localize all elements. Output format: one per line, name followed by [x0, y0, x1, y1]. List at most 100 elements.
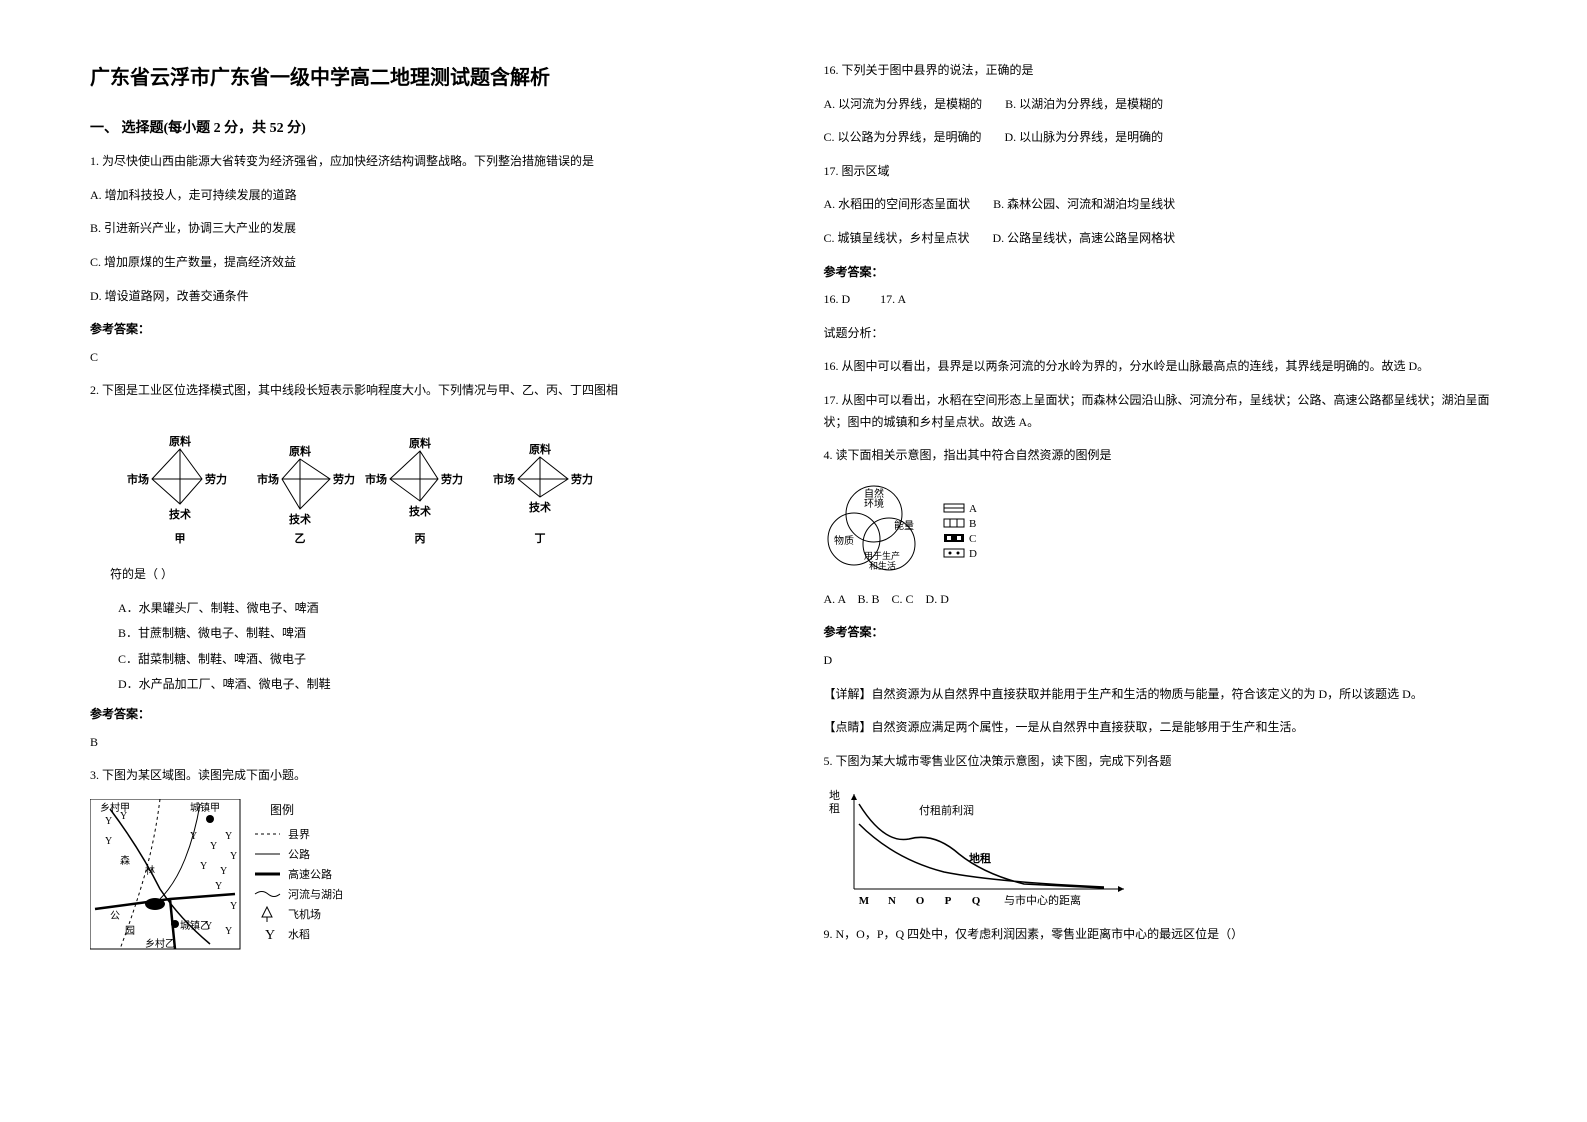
ans1617-line: 16. D 17. A	[824, 289, 1498, 311]
svg-text:劳力: 劳力	[205, 472, 227, 486]
town-b-dot	[171, 920, 179, 928]
q3-map-svg: YYYYYYYYYYYYY 乡村甲 城镇甲 森 林 公 园 城镇乙 乡村乙 图例…	[90, 799, 390, 969]
legend-airport-icon	[262, 907, 272, 922]
svg-text:技术: 技术	[289, 512, 311, 526]
q2-tail: 符的是（ ）	[110, 564, 764, 586]
q17-optB: B. 森林公园、河流和湖泊均呈线状	[993, 197, 1175, 211]
svg-text:甲: 甲	[175, 532, 186, 545]
q2-diamonds-svg: 原料劳力技术市场甲原料劳力技术市场乙原料劳力技术市场丙原料劳力技术市场丁	[90, 414, 610, 554]
park2-label: 园	[125, 925, 135, 937]
left-column: 广东省云浮市广东省一级中学高二地理测试题含解析 一、 选择题(每小题 2 分，共…	[90, 60, 764, 1062]
river-line	[160, 804, 200, 899]
map-border	[90, 799, 240, 949]
venn-bot-t2: 和生活	[869, 560, 896, 571]
legend-rice-icon: Y	[265, 928, 275, 943]
curve1-label: 付租前利润	[919, 803, 974, 817]
rice-icon: Y	[105, 816, 112, 827]
page-title: 广东省云浮市广东省一级中学高二地理测试题含解析	[90, 60, 764, 96]
profit-curve	[859, 804, 1104, 888]
rice-icon: Y	[210, 841, 217, 852]
xtick-N: N	[888, 895, 896, 907]
q16-optC: C. 以公路为分界线，是明确的	[824, 130, 982, 144]
svg-text:原料: 原料	[409, 436, 431, 450]
legend-river-icon	[255, 891, 280, 896]
legend-rice: 水稻	[288, 928, 310, 941]
park-label: 公	[110, 911, 120, 922]
forest2-label: 林	[145, 864, 155, 877]
q5-stem: 5. 下图为某大城市零售业区位决策示意图，读下图，完成下列各题	[824, 751, 1498, 773]
q2-optA: A．水果罐头厂、制鞋、微电子、啤酒	[118, 598, 764, 620]
q4-answer-label: 参考答案：	[824, 622, 1498, 644]
q17-row1: A. 水稻田的空间形态呈面状 B. 森林公园、河流和湖泊均呈线状	[824, 194, 1498, 216]
q16-optB: B. 以湖泊为分界线，是模糊的	[1005, 97, 1163, 111]
village-a-label: 乡村甲	[100, 801, 130, 814]
q5-xticks: MNOPQ	[858, 895, 980, 907]
diamond-甲	[152, 449, 202, 504]
svg-text:劳力: 劳力	[333, 472, 355, 486]
q16-optD: D. 以山脉为分界线，是明确的	[1005, 130, 1164, 144]
q4-legend: A B C D	[944, 503, 977, 560]
ans1617-sub: 试题分析：	[824, 323, 1498, 345]
q1-stem: 1. 为尽快使山西由能源大省转变为经济强省，应加快经济结构调整战略。下列整治措施…	[90, 151, 764, 173]
q1-optB: B. 引进新兴产业，协调三大产业的发展	[90, 218, 764, 240]
y-arrow-icon	[851, 794, 857, 800]
q4-opts: A. A B. B C. C D. D	[824, 589, 1498, 611]
q2-figure: 原料劳力技术市场甲原料劳力技术市场乙原料劳力技术市场丙原料劳力技术市场丁	[90, 414, 764, 554]
rice-icon: Y	[230, 901, 237, 912]
svg-text:劳力: 劳力	[441, 472, 463, 486]
ylabel1: 地	[829, 789, 840, 802]
q4-lg-B: B	[969, 518, 976, 530]
section-heading: 一、 选择题(每小题 2 分，共 52 分)	[90, 116, 764, 141]
xtick-Q: Q	[971, 895, 980, 907]
legend-road: 公路	[288, 848, 310, 861]
q3-figure: YYYYYYYYYYYYY 乡村甲 城镇甲 森 林 公 园 城镇乙 乡村乙 图例…	[90, 799, 764, 969]
venn-c1-t2: 环境	[864, 497, 884, 510]
q16-row2: C. 以公路为分界线，是明确的 D. 以山脉为分界线，是明确的	[824, 127, 1498, 149]
rice-icon: Y	[225, 926, 232, 937]
xtick-P: P	[944, 895, 951, 907]
svg-text:丙: 丙	[415, 532, 426, 545]
svg-text:原料: 原料	[289, 444, 311, 458]
legend-county: 县界	[288, 828, 310, 841]
diamond-乙	[282, 459, 330, 509]
svg-text:市场: 市场	[127, 472, 149, 486]
q1-optD: D. 增设道路网，改善交通条件	[90, 286, 764, 308]
x-arrow-icon	[1118, 886, 1124, 892]
svg-text:原料: 原料	[529, 442, 551, 456]
q1-optA: A. 增加科技投人，走可持续发展的道路	[90, 185, 764, 207]
q4-tip: 【点睛】自然资源应满足两个属性，一是从自然界中直接获取，二是能够用于生产和生活。	[824, 717, 1498, 739]
legend-title: 图例	[270, 803, 294, 817]
legend-highway: 高速公路	[288, 867, 332, 881]
svg-text:技术: 技术	[169, 507, 191, 521]
q4-detail: 【详解】自然资源为从自然界中直接获取并能用于生产和生活的物质与能量，符合该定义的…	[824, 684, 1498, 706]
forest-label: 森	[120, 854, 130, 867]
q2-answer-label: 参考答案：	[90, 704, 764, 726]
q2-answer: B	[90, 732, 764, 754]
village-b-label: 乡村乙	[145, 937, 175, 950]
ans1617-label: 参考答案：	[824, 262, 1498, 284]
q4-lg-A: A	[969, 503, 977, 515]
svg-text:技术: 技术	[529, 500, 551, 514]
rice-icon: Y	[230, 851, 237, 862]
town-b-label: 城镇乙	[180, 919, 210, 932]
q4-answer: D	[824, 650, 1498, 672]
rice-icon: Y	[200, 861, 207, 872]
q2-optB: B．甘蔗制糖、微电子、制鞋、啤酒	[118, 623, 764, 645]
svg-text:技术: 技术	[409, 504, 431, 518]
diamond-丁	[518, 457, 568, 497]
xtick-O: O	[915, 895, 924, 907]
svg-text:市场: 市场	[493, 472, 515, 486]
q2-optD: D．水产品加工厂、啤酒、微电子、制鞋	[118, 674, 764, 696]
q16-optA: A. 以河流为分界线，是模糊的	[824, 97, 983, 111]
town-a-dot	[206, 815, 214, 823]
xlabel: 与市中心的距离	[1004, 893, 1081, 907]
svg-text:乙: 乙	[295, 532, 306, 545]
venn-bot-t: 用于生产	[864, 550, 900, 561]
q4-venn-svg: 自然 环境 物质 能量 用于生产 和生活 A B C D	[824, 479, 1054, 579]
curve2-label: 地租	[969, 851, 991, 865]
rice-icon: Y	[190, 831, 197, 842]
diamond-丙	[390, 451, 438, 501]
town-a-label: 城镇甲	[190, 801, 220, 814]
q2-options: A．水果罐头厂、制鞋、微电子、啤酒 B．甘蔗制糖、微电子、制鞋、啤酒 C．甜菜制…	[118, 598, 764, 696]
q1-answer: C	[90, 347, 764, 369]
